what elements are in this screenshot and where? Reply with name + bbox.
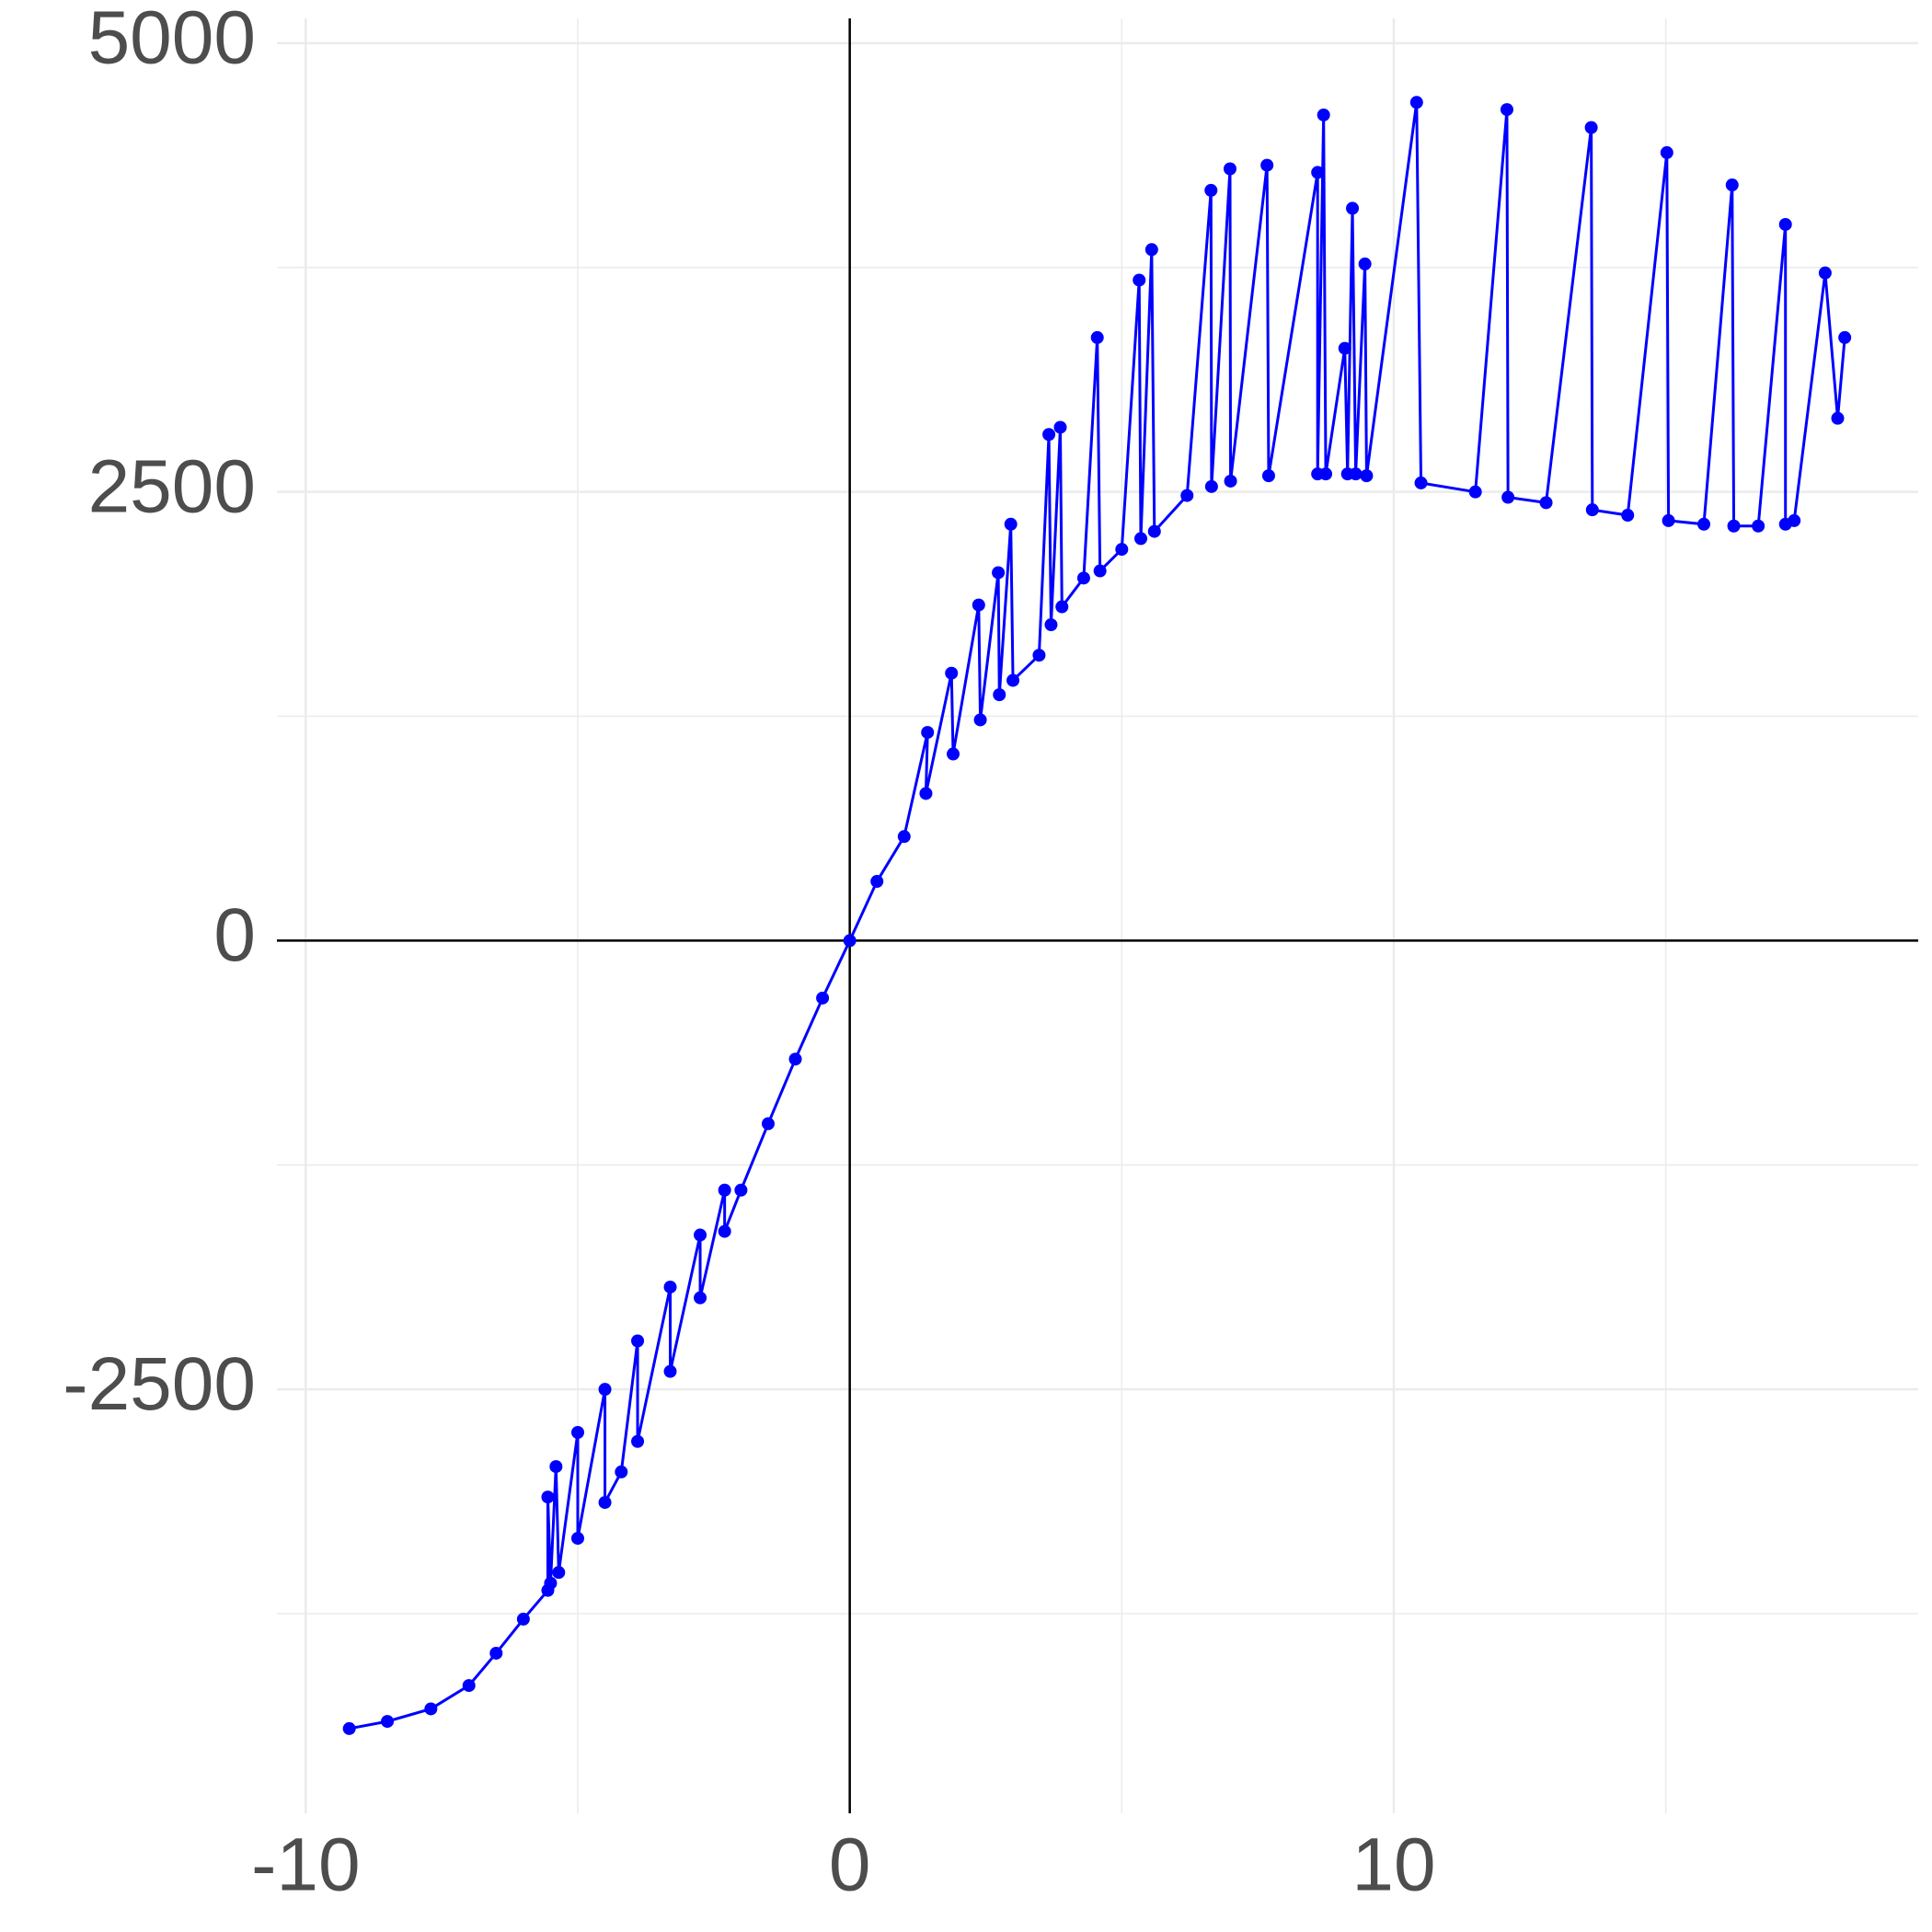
point xyxy=(718,1183,731,1197)
point xyxy=(843,934,857,948)
point xyxy=(1090,330,1104,344)
point xyxy=(1358,257,1372,270)
point xyxy=(663,1280,677,1294)
point xyxy=(615,1465,628,1478)
point xyxy=(734,1183,748,1197)
point xyxy=(1055,600,1069,614)
y-tick-label: 5000 xyxy=(88,0,256,80)
point xyxy=(1501,490,1515,504)
point xyxy=(947,747,960,761)
point xyxy=(694,1228,707,1242)
point xyxy=(1311,166,1325,179)
point xyxy=(1338,341,1351,355)
point xyxy=(1204,183,1218,197)
point xyxy=(1621,509,1635,523)
point xyxy=(1584,121,1598,134)
point xyxy=(1662,513,1675,527)
point xyxy=(1006,673,1020,687)
point xyxy=(1725,178,1739,192)
point xyxy=(1409,96,1423,109)
point xyxy=(1585,503,1599,517)
x-tick-label: 0 xyxy=(829,1823,871,1907)
y-tick-label: 2500 xyxy=(88,444,256,528)
point xyxy=(342,1721,356,1735)
point xyxy=(1317,108,1330,121)
point xyxy=(1133,273,1146,287)
point xyxy=(788,1052,802,1066)
point xyxy=(424,1702,438,1716)
point xyxy=(992,566,1006,580)
point xyxy=(381,1715,395,1729)
point xyxy=(570,1425,584,1439)
point xyxy=(1042,428,1056,442)
point xyxy=(1260,158,1274,172)
point xyxy=(1360,469,1374,483)
point xyxy=(897,830,911,844)
point xyxy=(1468,485,1482,499)
point xyxy=(570,1532,584,1546)
point xyxy=(516,1612,530,1626)
point xyxy=(1500,103,1513,117)
point xyxy=(1180,489,1194,502)
point xyxy=(462,1679,476,1693)
point xyxy=(1044,618,1058,632)
point xyxy=(544,1576,558,1590)
point xyxy=(1134,532,1148,546)
point xyxy=(1147,524,1161,538)
point xyxy=(1093,564,1107,578)
point xyxy=(631,1434,645,1448)
point xyxy=(1788,513,1801,527)
point xyxy=(1346,201,1360,215)
point xyxy=(1838,330,1852,344)
point xyxy=(973,713,987,727)
line xyxy=(349,102,1846,1731)
point xyxy=(718,1225,731,1238)
point xyxy=(921,726,935,740)
point xyxy=(1414,476,1428,489)
point xyxy=(1752,519,1765,533)
point xyxy=(1032,649,1046,662)
point xyxy=(1004,517,1018,531)
point xyxy=(945,666,959,680)
point xyxy=(1818,266,1832,280)
point xyxy=(1204,479,1218,493)
point xyxy=(1144,243,1158,257)
point xyxy=(549,1460,563,1474)
point xyxy=(1223,162,1236,176)
x-tick-label: -10 xyxy=(251,1823,361,1907)
point xyxy=(1224,474,1237,488)
point xyxy=(598,1496,612,1510)
point xyxy=(1115,543,1129,557)
point xyxy=(919,787,933,800)
point xyxy=(552,1566,566,1580)
point xyxy=(663,1364,677,1378)
point xyxy=(972,598,985,612)
point xyxy=(1349,467,1363,481)
y-tick-label: 0 xyxy=(213,893,256,977)
point xyxy=(870,875,884,889)
point xyxy=(993,688,1006,702)
point xyxy=(816,991,830,1005)
point xyxy=(1778,217,1792,231)
point xyxy=(1660,145,1673,159)
point xyxy=(1076,571,1090,585)
point xyxy=(694,1291,707,1305)
y-tick-label: -2500 xyxy=(63,1342,256,1426)
point xyxy=(1697,517,1711,531)
point xyxy=(1261,469,1275,483)
point xyxy=(541,1490,555,1504)
point xyxy=(1727,519,1741,533)
point xyxy=(489,1646,503,1660)
point xyxy=(1053,420,1067,434)
point xyxy=(1319,467,1333,481)
point xyxy=(598,1383,612,1397)
point xyxy=(1539,496,1553,510)
x-tick-label: 10 xyxy=(1351,1823,1435,1907)
point xyxy=(1831,411,1845,425)
point xyxy=(631,1334,645,1348)
point xyxy=(761,1117,775,1131)
